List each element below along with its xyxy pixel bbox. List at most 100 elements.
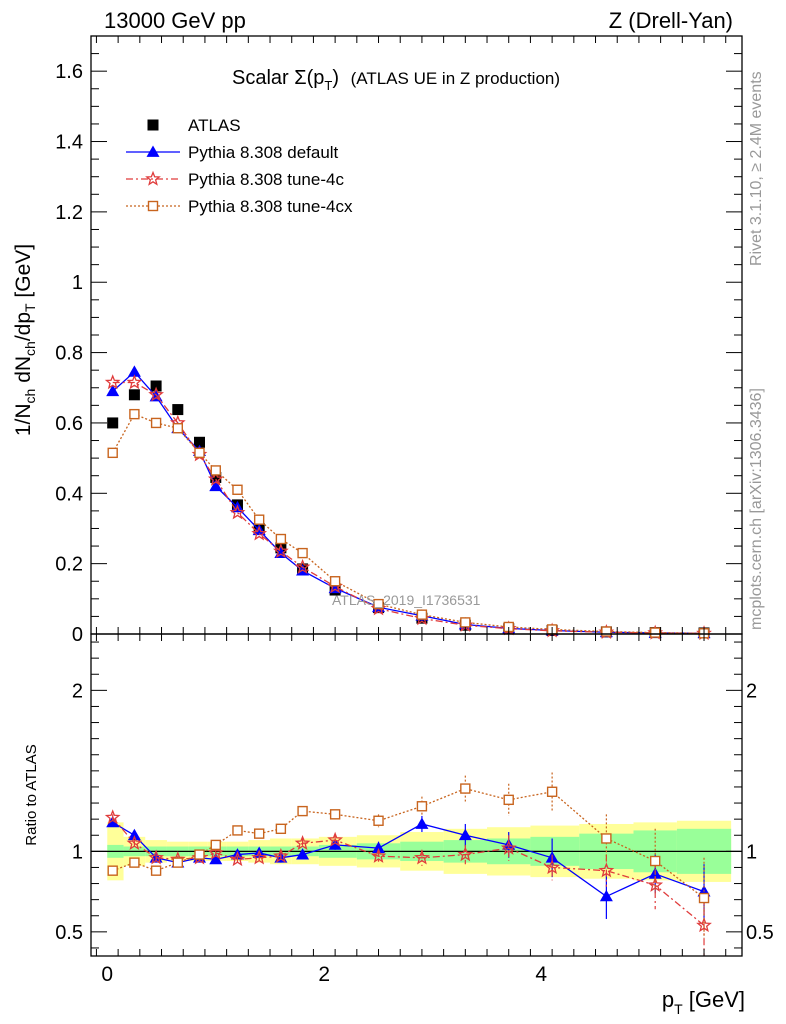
ratio-y-tick-label-right: 2 [746,680,757,702]
main-y-tick-label: 0.8 [55,343,83,365]
ratio-point-pythia-8-308-default [415,817,429,829]
main-point-pythia-8-308-tune-4cx [172,423,184,434]
main-y-tick-label: 1.4 [55,132,83,154]
ratio-point-pythia-8-308-tune-4c [414,849,430,865]
x-tick-label: 4 [535,963,547,986]
ratio-point-pythia-8-308-tune-4c [148,849,164,865]
main-point-pythia-8-308-tune-4cx [210,465,221,476]
main-point-pythia-8-308-tune-4cx [275,533,287,545]
main-point-pythia-8-308-tune-4c [126,374,143,390]
main-point-pythia-8-308-tune-4cx [232,484,243,495]
main-point-pythia-8-308-tune-4c [251,525,268,541]
ratio-point-pythia-8-308-tune-4c [327,831,344,847]
ratio-point-pythia-8-308-default [127,828,141,841]
ratio-point-pythia-8-308-tune-4c [272,847,289,863]
ratio-point-pythia-8-308-tune-4cx [297,805,308,817]
ratio-point-pythia-8-308-tune-4cx [232,825,243,836]
plot-title-sub: T [324,78,332,93]
ratio-point-pythia-8-308-tune-4cx [373,815,384,826]
ratio-point-pythia-8-308-tune-4cx [601,833,612,844]
plot-title: Scalar Σ(pT) (ATLAS UE in Z production) [232,67,560,93]
ratio-y-tick-label-right: 1 [746,841,757,863]
ratio-point-pythia-8-308-default [458,828,472,841]
main-y-tick-label: 1.6 [55,61,83,83]
main-point-pythia-8-308-tune-4c [207,470,224,486]
ratio-point-pythia-8-308-tune-4cx [210,839,221,851]
ratio-point-pythia-8-308-tune-4cx [329,809,341,820]
ratio-panel-series [104,772,712,956]
analysis-watermark: ATLAS_2019_I1736531 [332,592,481,608]
ratio-point-pythia-8-308-tune-4c [500,839,517,855]
legend-label: Pythia 8.308 default [188,143,339,162]
ratio-point-pythia-8-308-tune-4cx [150,865,162,876]
main-point-atlas [107,417,119,429]
legend-marker [147,200,159,212]
ratio-y-tick-label-left: 2 [72,680,83,702]
ratio-point-pythia-8-308-tune-4cx [194,849,205,860]
ratio-point-pythia-8-308-tune-4c [647,876,664,892]
ratio-point-pythia-8-308-tune-4c [544,859,561,875]
ratio-point-pythia-8-308-tune-4c [696,917,712,933]
header-left-label: 13000 GeV pp [104,8,246,33]
main-y-tick-label: 1.2 [55,202,83,224]
ratio-point-pythia-8-308-default [106,815,120,828]
main-point-pythia-8-308-tune-4cx [129,408,140,420]
plot-title-tail: (ATLAS UE in Z production) [351,69,560,88]
ratio-point-pythia-8-308-default [209,852,223,865]
ratio-point-pythia-8-308-tune-4c [207,844,224,860]
main-y-tick-label: 0.2 [55,554,83,576]
main-point-pythia-8-308-tune-4cx [297,547,308,559]
main-point-pythia-8-308-default [252,523,266,536]
main-point-atlas [194,436,205,448]
legend-label: ATLAS [188,116,241,135]
main-point-pythia-8-308-tune-4cx [460,617,471,628]
main-point-pythia-8-308-tune-4c [104,374,121,390]
ratio-point-pythia-8-308-tune-4c [370,847,387,863]
ratio-point-pythia-8-308-tune-4cx [416,801,428,812]
x-tick-label: 2 [318,963,330,986]
main-point-pythia-8-308-tune-4cx [150,417,162,429]
ratio-point-pythia-8-308-tune-4cx [107,865,118,876]
x-tick-label: 0 [101,963,113,986]
ratio-point-pythia-8-308-tune-4cx [546,786,558,797]
ratio-point-pythia-8-308-tune-4c [598,862,615,878]
main-point-atlas [172,404,184,416]
header-right-label: Z (Drell-Yan) [609,8,733,33]
ratio-point-pythia-8-308-tune-4cx [460,783,471,794]
plot-title-main: Scalar Σ(p [232,67,324,89]
main-point-pythia-8-308-tune-4c [294,558,311,574]
main-y-tick-label: 0.6 [55,413,83,435]
x-axis-title: pT [GeV] [662,987,745,1017]
main-point-pythia-8-308-default [209,479,223,492]
legend: ATLAS Pythia 8.308 default Pythia 8.308 tu… [126,116,353,216]
ratio-y-axis-title: Ratio to ATLAS [23,744,40,845]
ratio-point-pythia-8-308-tune-4cx [172,857,184,868]
ratio-point-pythia-8-308-tune-4cx [503,794,514,806]
main-point-pythia-8-308-tune-4c [229,504,246,520]
main-point-pythia-8-308-default [106,384,120,397]
main-point-atlas [210,471,222,483]
ratio-y-tick-label-right: 0.5 [746,922,774,944]
main-point-pythia-8-308-tune-4cx [373,598,384,610]
ratio-point-pythia-8-308-tune-4cx [253,828,265,839]
ratio-y-tick-label-left: 0.5 [55,922,83,944]
ratio-point-pythia-8-308-tune-4c [251,849,268,865]
legend-marker [147,119,159,131]
ratio-y-tick-label-left: 1 [72,841,83,863]
main-point-pythia-8-308-tune-4cx [601,626,612,637]
mcplots-label: mcplots.cern.ch [arXiv:1306.3436] [748,388,765,630]
legend-marker [146,145,160,157]
axes: 0 2 4 0 0.2 0.4 0.6 0.8 1 1.2 1.4 1.6 0.5 0.5 1 1 2 2 [55,35,774,986]
main-point-atlas [128,389,140,401]
plot-title-close: ) [332,67,339,89]
ratio-point-pythia-8-308-tune-4cx [275,823,287,835]
main-point-atlas [150,380,162,392]
main-point-pythia-8-308-tune-4cx [253,514,265,525]
ratio-point-pythia-8-308-tune-4cx [129,857,140,868]
ratio-point-pythia-8-308-default [296,848,310,860]
main-point-pythia-8-308-tune-4cx [107,447,118,459]
main-y-tick-label: 0.4 [55,483,83,505]
ratio-point-pythia-8-308-tune-4cx [698,892,710,904]
ratio-point-pythia-8-308-default [372,841,386,854]
